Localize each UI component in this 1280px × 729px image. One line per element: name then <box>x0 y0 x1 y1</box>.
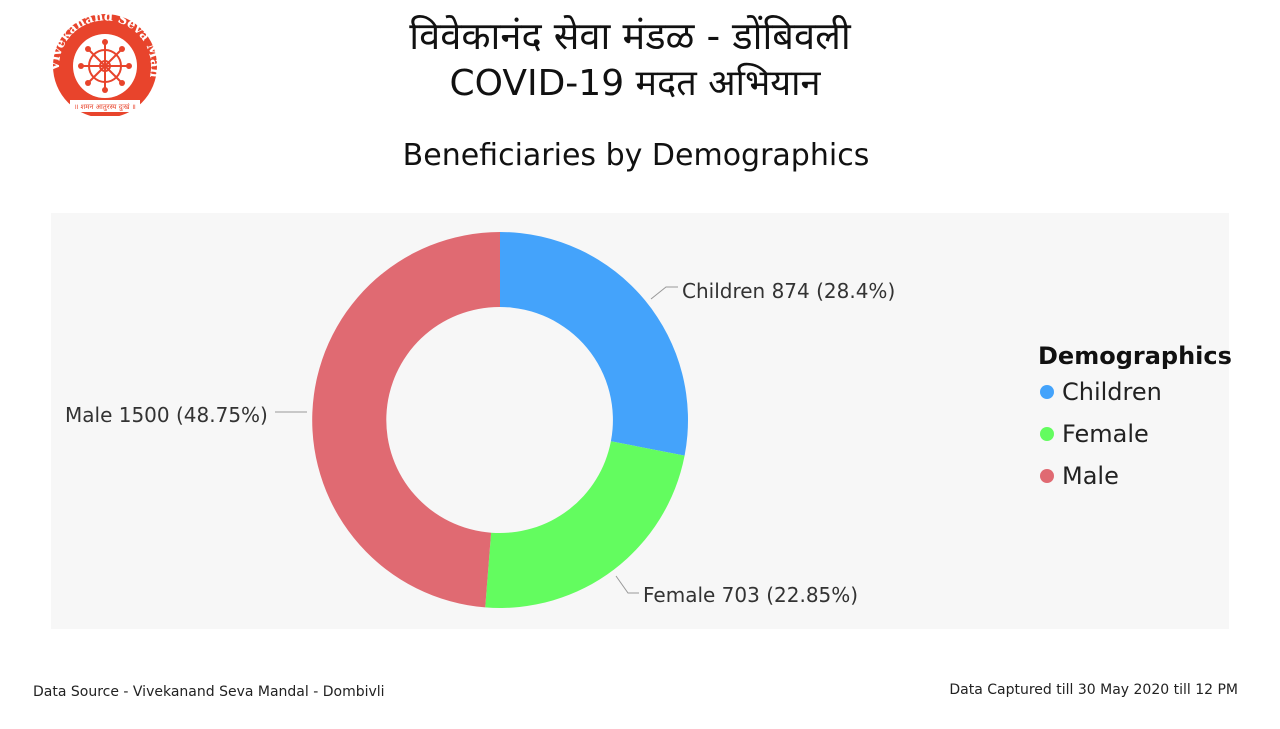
slice-male[interactable] <box>312 232 500 608</box>
page-subtitle-campaign: COVID-19 मदत अभियान <box>449 63 821 104</box>
legend-label: Male <box>1062 462 1119 490</box>
legend-item-children[interactable]: Children <box>1038 377 1232 407</box>
svg-text:॥ शमन आतुरस्य दुःखं ॥: ॥ शमन आतुरस्य दुःखं ॥ <box>74 103 136 112</box>
legend-item-female[interactable]: Female <box>1038 419 1232 449</box>
data-source-note: Data Source - Vivekanand Seva Mandal - D… <box>33 684 385 700</box>
chart-panel: Children 874 (28.4%) Female 703 (22.85%)… <box>51 213 1232 629</box>
leader-line-female <box>615 575 639 594</box>
legend-label: Children <box>1062 378 1162 406</box>
data-label-male: Male 1500 (48.75%) <box>65 403 268 427</box>
leader-line-children <box>650 286 678 300</box>
legend-label: Female <box>1062 420 1149 448</box>
donut-chart <box>275 232 689 608</box>
slice-children[interactable] <box>500 232 689 456</box>
data-label-children: Children 874 (28.4%) <box>682 279 896 303</box>
legend-dot-icon <box>1040 385 1054 399</box>
data-captured-note: Data Captured till 30 May 2020 till 12 P… <box>949 682 1238 698</box>
legend-title: Demographics <box>1038 342 1232 370</box>
page-title: विवेकानंद सेवा मंडळ - डोंबिवली <box>409 14 851 58</box>
slice-female[interactable] <box>485 441 685 608</box>
legend-item-male[interactable]: Male <box>1038 461 1232 491</box>
legend-dot-icon <box>1040 427 1054 441</box>
legend-dot-icon <box>1040 469 1054 483</box>
organization-logo: Vivekanand Seva Mandal ॥ शमन आतुरस्य दुः… <box>41 3 164 118</box>
data-label-female: Female 703 (22.85%) <box>643 583 859 607</box>
chart-legend: Demographics Children Female Male <box>1038 341 1232 503</box>
chart-title: Beneficiaries by Demographics <box>402 138 870 173</box>
